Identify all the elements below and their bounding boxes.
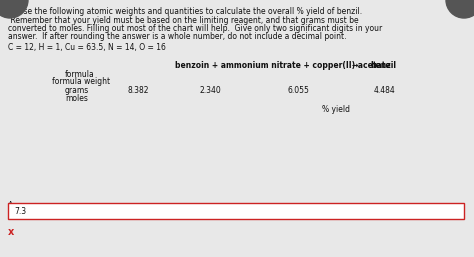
Text: 7.3: 7.3 <box>14 207 26 216</box>
Text: →: → <box>352 61 358 70</box>
Text: formula: formula <box>65 70 95 79</box>
Text: 8.382: 8.382 <box>127 86 149 95</box>
Text: % yield: % yield <box>322 105 350 114</box>
Text: grams: grams <box>65 86 89 95</box>
FancyBboxPatch shape <box>8 203 464 219</box>
Text: benzoin + ammonium nitrate + copper(II) acetate: benzoin + ammonium nitrate + copper(II) … <box>175 61 391 70</box>
Text: x: x <box>8 227 14 237</box>
Text: answer.  If after rounding the answer is a whole number, do not include a decima: answer. If after rounding the answer is … <box>8 32 346 41</box>
Text: C = 12, H = 1, Cu = 63.5, N = 14, O = 16: C = 12, H = 1, Cu = 63.5, N = 14, O = 16 <box>8 43 166 52</box>
Text: formula weight: formula weight <box>52 77 110 86</box>
Circle shape <box>446 0 474 18</box>
Text: Answer:: Answer: <box>8 201 38 210</box>
Circle shape <box>0 0 28 18</box>
Text: benzil: benzil <box>370 61 396 70</box>
Text: 6.055: 6.055 <box>287 86 309 95</box>
Text: Use the following atomic weights and quantities to calculate the overall % yield: Use the following atomic weights and qua… <box>18 7 362 16</box>
Text: 4.484: 4.484 <box>374 86 396 95</box>
Text: Remember that your yield must be based on the limiting reagent, and that grams m: Remember that your yield must be based o… <box>8 16 359 25</box>
Text: converted to moles. Filling out most of the chart will help.  Give only two sign: converted to moles. Filling out most of … <box>8 24 382 33</box>
Text: 2.340: 2.340 <box>199 86 221 95</box>
Text: moles: moles <box>65 94 88 103</box>
